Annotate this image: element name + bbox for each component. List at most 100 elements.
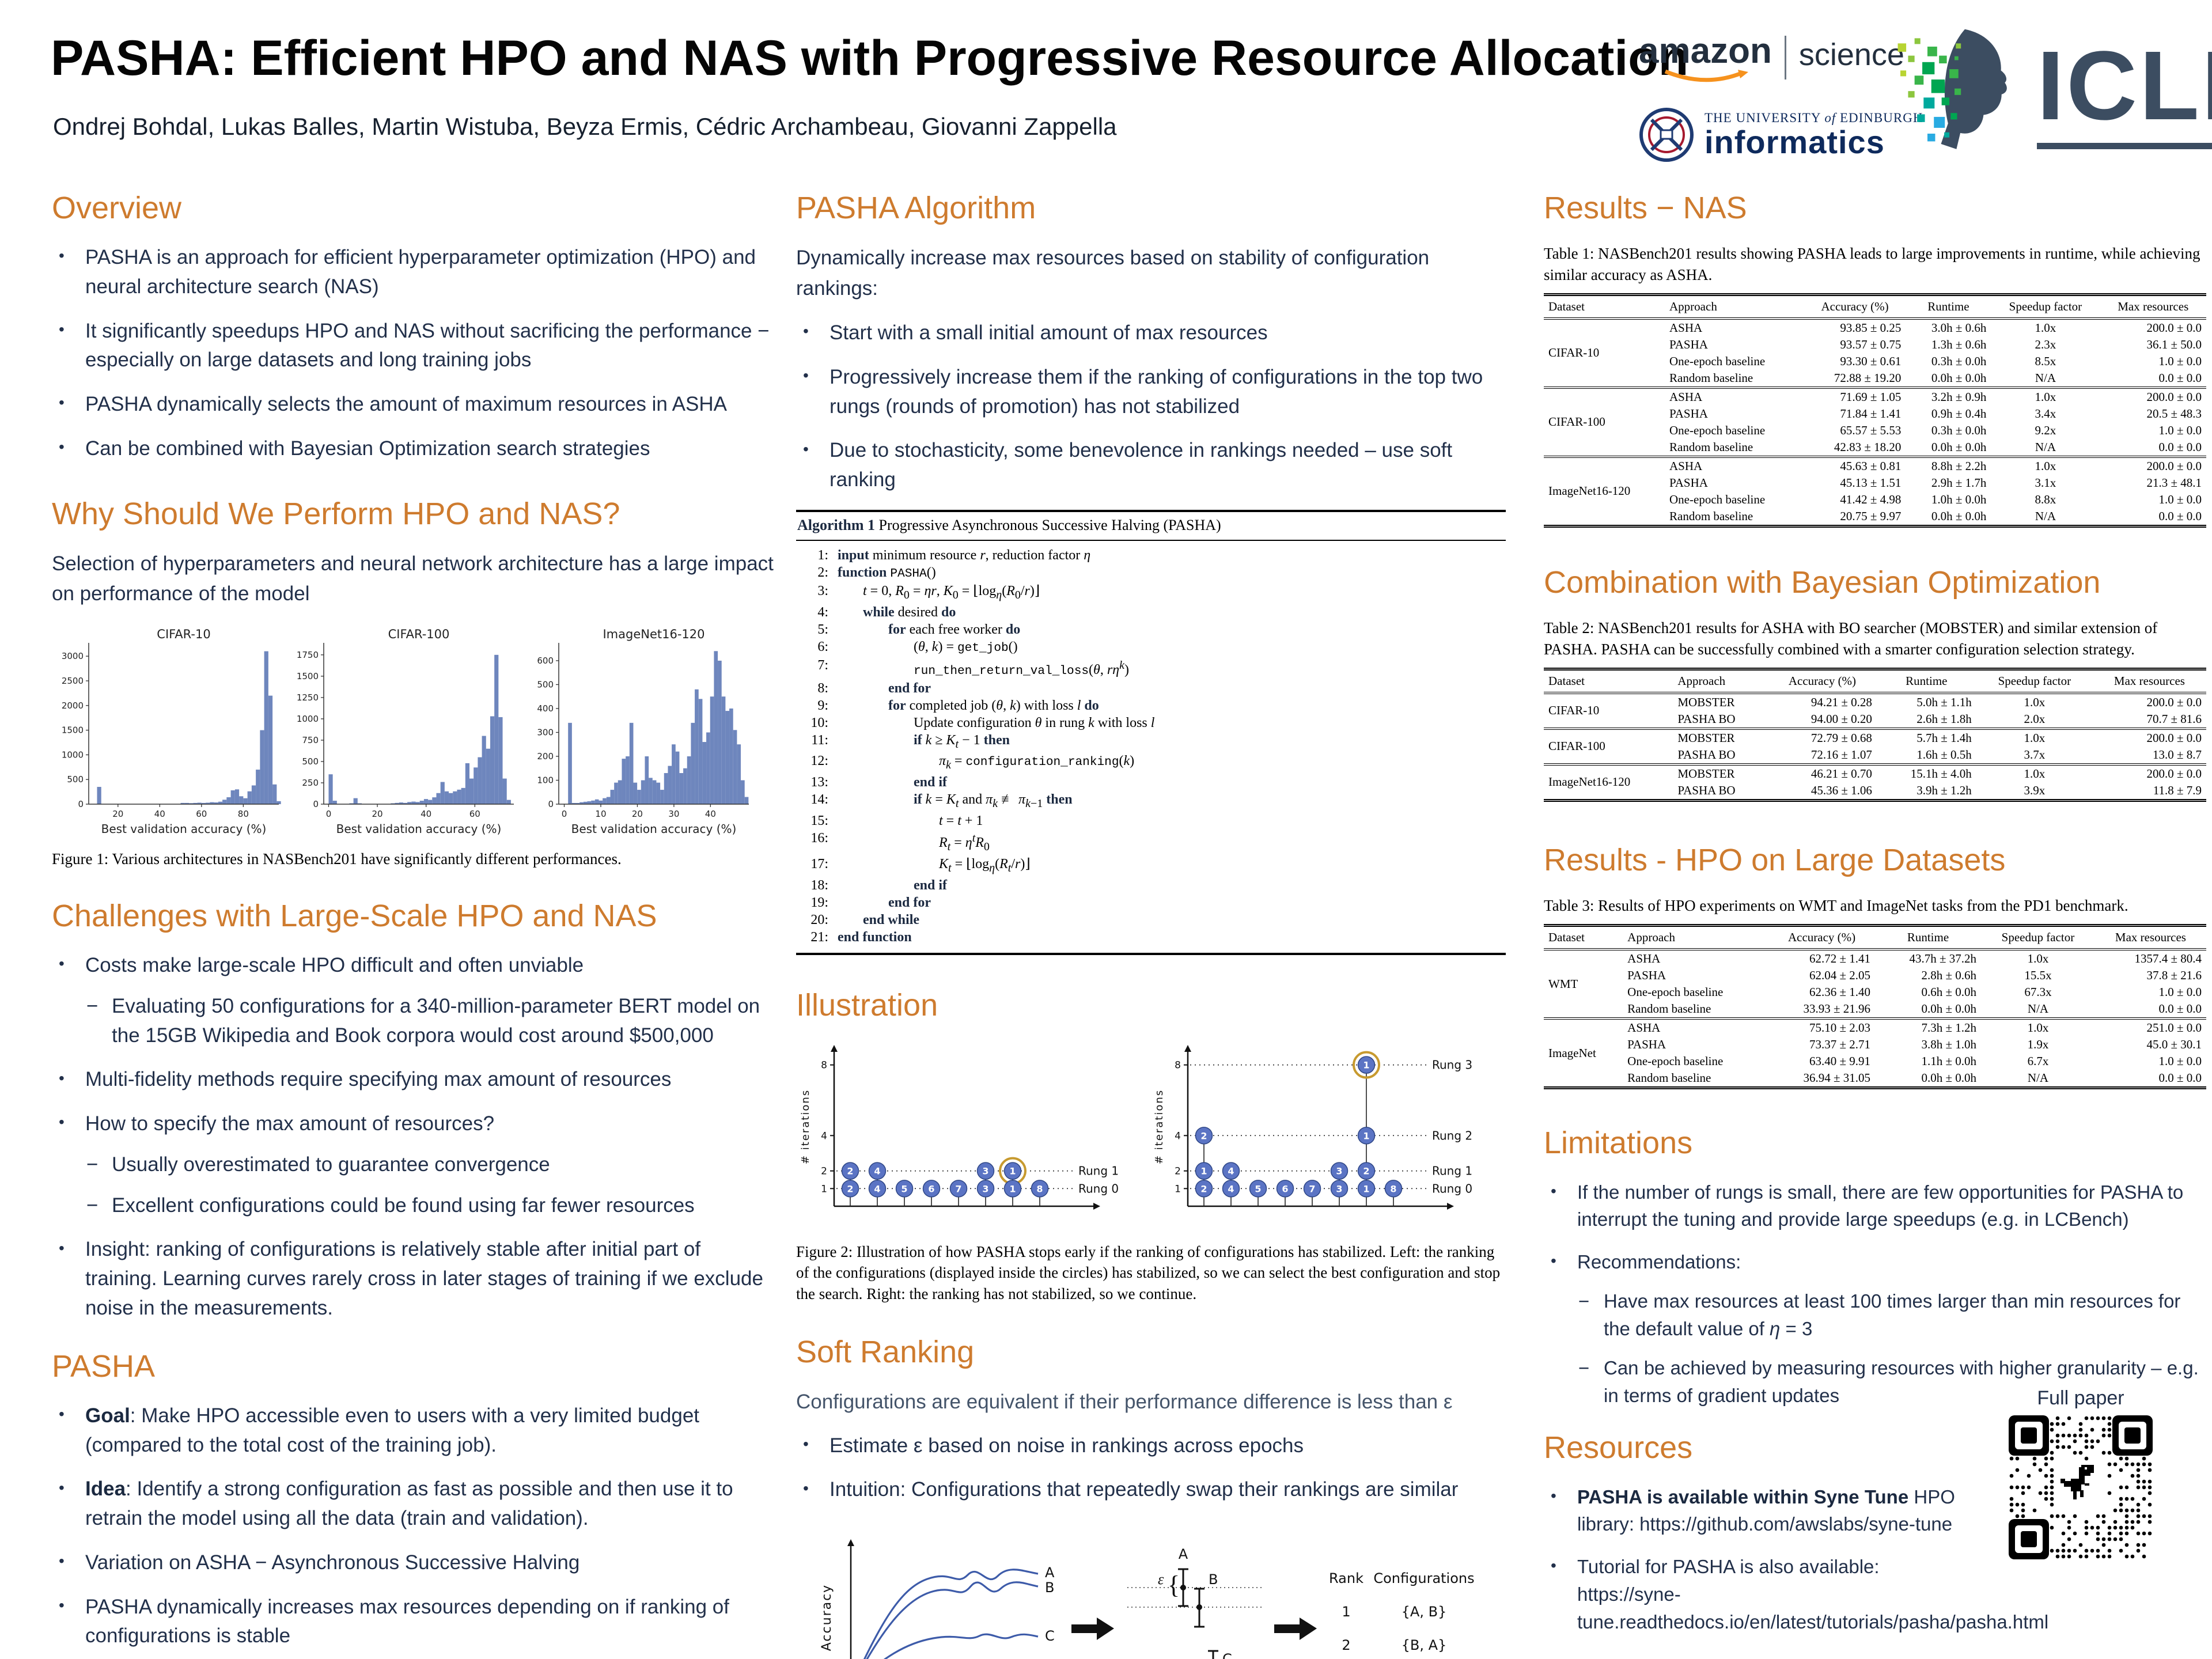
table-cell: 72.88 ± 19.20 — [1834, 370, 1902, 385]
resources-bullet-list: PASHA is available within Syne Tune HPO … — [1544, 1483, 2048, 1636]
svg-text:Rank: Rank — [1329, 1570, 1363, 1586]
table-cell: 3.9h ± 1.2h — [1916, 783, 1972, 797]
table-cell: One-epoch baseline — [1669, 423, 1766, 437]
svg-text:40: 40 — [421, 809, 431, 819]
sub-bullet-item: Evaluating 50 configurations for a 340-m… — [85, 992, 775, 1051]
svg-text:A: A — [1045, 1565, 1055, 1581]
sub-bullet-list: Have max resources at least 100 times la… — [1577, 1287, 2206, 1409]
svg-text:2: 2 — [847, 1165, 853, 1176]
full-paper-qr-code — [2009, 1415, 2153, 1559]
why-hpo-text: Selection of hyperparameters and neural … — [52, 552, 774, 605]
svg-text:2: 2 — [847, 1183, 853, 1194]
table-cell: One-epoch baseline — [1627, 985, 1724, 999]
table-cell: 3.9x — [2024, 783, 2046, 797]
challenges-bullet-list: Costs make large-scale HPO difficult and… — [52, 951, 775, 1323]
resources-heading: Resources — [1544, 1430, 1693, 1465]
svg-text:3: 3 — [1336, 1165, 1342, 1176]
table-cell: 1.0x — [1976, 727, 2093, 747]
bars — [328, 654, 511, 804]
table-cell: 15.1h ± 4.0h — [1876, 763, 1976, 782]
table-cell: 0.3h ± 0.0h — [1931, 423, 1987, 437]
algorithm-bullet-list: Start with a small initial amount of max… — [796, 319, 1506, 495]
table-cell: 2.3x — [2035, 337, 2056, 351]
svg-text:2000: 2000 — [62, 700, 84, 710]
table-column-header: Runtime — [1874, 924, 1981, 951]
table1-nasbench201: Dataset Approach Accuracy (%) Runtime Speedu… — [1544, 293, 2206, 528]
algorithm-line: 17: Kt = ⌊logη(Rt/r)⌋ — [810, 856, 1031, 874]
table-column-header: Accuracy (%) — [1768, 667, 1877, 694]
table-cell: One-epoch baseline — [1669, 354, 1766, 368]
science-logo-text: science — [1798, 37, 1904, 72]
full-paper-label: Full paper — [2037, 1387, 2124, 1409]
table-cell: PASHA — [1669, 475, 1708, 490]
table-cell: 3.7x — [2024, 747, 2046, 762]
table-cell: 45.36 ± 1.06 — [1810, 783, 1872, 797]
table-cell: 62.04 ± 2.05 — [1809, 968, 1870, 983]
svg-text:1: 1 — [1363, 1183, 1369, 1194]
algorithm-line: 6: (θ, k) = get_job() — [817, 639, 1018, 655]
svg-text:1: 1 — [1363, 1059, 1369, 1070]
table-cell: 9.2x — [2035, 423, 2056, 437]
dataset-cell: ImageNet — [1544, 1017, 1623, 1088]
table-row: PASHA 73.37 ± 2.71 3.8h ± 1.0h 1.9x 45.0 ± 3… — [1544, 1036, 2206, 1053]
svg-text:CIFAR-100: CIFAR-100 — [388, 627, 450, 641]
results-nas-heading: Results − NAS — [1544, 191, 1747, 225]
table-cell: PASHA — [1627, 968, 1666, 983]
bars — [97, 651, 281, 804]
soft-ranking-intro: Configurations are equivalent if their p… — [796, 1391, 1453, 1414]
table-row: PASHA 93.57 ± 0.75 1.3h ± 0.6h 2.3x 36.1 ± 5… — [1544, 336, 2206, 353]
svg-text:Rung 2: Rung 2 — [1432, 1128, 1472, 1142]
table-cell: 94.00 ± 0.20 — [1810, 711, 1872, 726]
table-row: CIFAR-10 MOBSTER 94.21 ± 0.28 5.0h ± 1.1h 1.… — [1544, 691, 2206, 729]
table-column-header: Dataset — [1544, 667, 1673, 694]
table-cell: PASHA BO — [1677, 711, 1736, 726]
dataset-cell: WMT — [1544, 948, 1623, 1019]
table-cell: 71.84 ± 1.41 — [1840, 406, 1902, 421]
sub-bullet-list: Usually overestimated to guarantee conve… — [85, 1150, 775, 1221]
table-cell: 1.9x — [2027, 1037, 2049, 1052]
table-cell: 1.0 ± 0.0 — [2158, 354, 2202, 368]
svg-text:1000: 1000 — [297, 714, 319, 724]
dino-icon — [2061, 1465, 2094, 1499]
svg-text:5: 5 — [901, 1183, 907, 1194]
informatics-logo-text: informatics — [1705, 123, 1885, 160]
bullet-item: Variation on ASHA − Asynchronous Success… — [52, 1548, 775, 1578]
table-cell: 0.0h ± 0.0h — [1931, 370, 1987, 385]
svg-text:1: 1 — [1200, 1165, 1207, 1176]
table-cell: 67.3x — [2024, 985, 2052, 999]
table-column-header: Max resources — [2094, 924, 2206, 951]
table-cell: 5.0h ± 1.1h — [1876, 691, 1976, 711]
table-cell: 21.3 ± 48.1 — [2146, 475, 2202, 490]
table-cell: One-epoch baseline — [1627, 1054, 1724, 1069]
bullet-item: It significantly speedups HPO and NAS wi… — [52, 317, 775, 376]
table-row: One-epoch baseline 93.30 ± 0.61 0.3h ± 0.0… — [1544, 353, 2206, 370]
challenges-heading: Challenges with Large-Scale HPO and NAS — [52, 899, 657, 934]
table-cell: 1.0 ± 0.0 — [2158, 423, 2202, 437]
table-cell: 1.6h ± 0.5h — [1916, 747, 1972, 762]
table-cell: ASHA — [1623, 1017, 1769, 1037]
bullet-item: Start with a small initial amount of max… — [796, 319, 1506, 348]
full-paper-block: Full paper — [2008, 1387, 2153, 1562]
table-cell: 200.0 ± 0.0 — [2092, 763, 2206, 782]
table-cell: 73.37 ± 2.71 — [1809, 1037, 1870, 1052]
svg-text:500: 500 — [537, 679, 554, 690]
algorithm-intro: Dynamically increase max resources based… — [796, 247, 1430, 300]
table-column-header: Approach — [1665, 293, 1804, 320]
table-column-header: Dataset — [1544, 924, 1623, 951]
table-cell: 71.69 ± 1.05 — [1804, 386, 1906, 406]
svg-text:20: 20 — [112, 809, 123, 819]
left-column: Overview PASHA is an approach for effici… — [52, 190, 775, 1659]
algorithm-line: 14: if k = Kt and πk ≢ πk−1 then — [810, 792, 1073, 810]
bullet-item: Insight: ranking of configurations is re… — [52, 1235, 775, 1323]
table-cell: 200.0 ± 0.0 — [2092, 691, 2206, 711]
table-cell: MOBSTER — [1673, 691, 1768, 711]
bullet-item: Multi-fidelity methods require specifyin… — [52, 1065, 775, 1094]
table-row: PASHA BO 45.36 ± 1.06 3.9h ± 1.2h 3.9x 11.8 … — [1544, 782, 2206, 801]
svg-text:4: 4 — [1228, 1183, 1234, 1194]
logo-divider — [1784, 36, 1786, 79]
results-table: Dataset Approach Accuracy (%) Runtime Speedu… — [1544, 293, 2206, 528]
pasha-algorithm-heading: PASHA Algorithm — [796, 191, 1036, 225]
overview-bullet-list: PASHA is an approach for efficient hyper… — [52, 243, 775, 464]
svg-text:20: 20 — [372, 809, 383, 819]
svg-text:ImageNet16-120: ImageNet16-120 — [603, 627, 704, 641]
